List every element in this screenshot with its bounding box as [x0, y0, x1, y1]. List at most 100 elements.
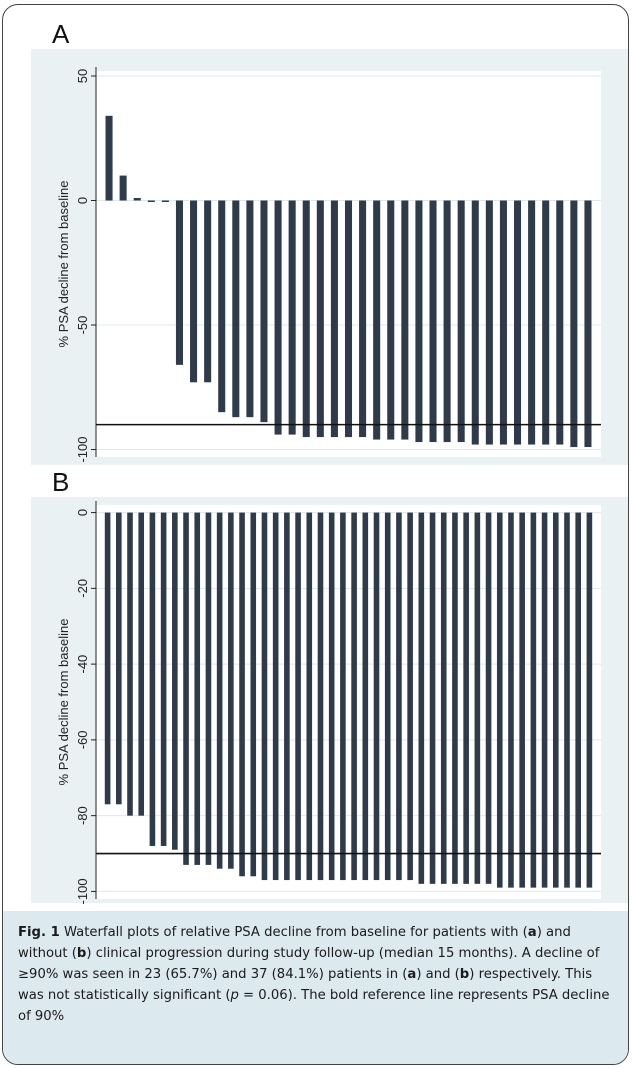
bar: [246, 200, 254, 418]
y-tick-label: -100: [75, 878, 90, 904]
bar: [104, 512, 111, 805]
figure-frame: A B 50 0 -50 -100 % PSA decline from baselin…: [2, 4, 629, 1065]
bar: [429, 200, 437, 443]
waterfall-chart-b: 0 -20 -40 -60 -80 -100 % PSA decline from base…: [31, 497, 628, 904]
bar: [514, 200, 522, 445]
y-tick-label: -100: [75, 437, 90, 463]
bar: [250, 512, 257, 877]
bar: [351, 512, 357, 881]
bar: [499, 200, 507, 445]
y-axis-label: % PSA decline from baseline: [56, 619, 71, 786]
bar: [415, 200, 423, 443]
bar: [119, 175, 127, 201]
bar: [172, 512, 178, 850]
bar: [344, 200, 353, 438]
bar: [183, 512, 189, 865]
bar: [396, 512, 402, 881]
bar: [116, 512, 122, 805]
bar: [161, 200, 169, 202]
y-tick-label: 0: [75, 197, 90, 204]
bar: [127, 512, 133, 816]
bar: [541, 512, 548, 888]
y-tick-label: 50: [75, 69, 90, 83]
bar: [552, 512, 559, 888]
bar: [284, 512, 290, 881]
figure-caption: Fig. 1 Waterfall plots of relative PSA d…: [3, 911, 628, 1064]
caption-p-symbol: p: [230, 988, 239, 1003]
caption-text: ) respectively. This was not statistical…: [18, 967, 593, 1003]
bar: [471, 200, 479, 445]
bar: [530, 512, 537, 888]
caption-text: ) and without (: [18, 925, 571, 961]
bar: [575, 512, 581, 888]
bar: [228, 512, 234, 869]
bar: [556, 200, 564, 445]
y-tick-label: -60: [75, 730, 90, 749]
bar: [190, 200, 198, 383]
y-tick-label: -80: [75, 806, 90, 825]
caption-text: = 0.06). The bold reference line represe…: [18, 988, 610, 1024]
bar: [401, 200, 409, 440]
y-tick-label: -40: [75, 655, 90, 674]
bar: [584, 200, 592, 448]
caption-panel-ref: a: [407, 967, 417, 982]
bar: [138, 512, 145, 816]
caption-text: ) clinical progression during study foll…: [18, 946, 600, 982]
bar: [260, 200, 268, 423]
caption-panel-ref: b: [76, 946, 87, 961]
bar: [133, 198, 141, 201]
y-axis-label: % PSA decline from baseline: [56, 181, 71, 348]
bar: [457, 200, 465, 443]
caption-panel-ref: a: [527, 925, 537, 940]
bar: [586, 512, 593, 888]
bar: [288, 200, 296, 435]
bar: [429, 512, 436, 884]
bar: [362, 512, 369, 881]
bar: [384, 512, 391, 881]
bar: [452, 512, 458, 884]
bar: [239, 512, 245, 877]
bar: [261, 512, 268, 881]
bar: [528, 200, 536, 445]
bar: [407, 512, 413, 881]
bar: [306, 512, 313, 881]
bar: [330, 200, 338, 438]
bar: [317, 512, 324, 881]
caption-figure-label: Fig. 1: [18, 925, 60, 940]
bar: [570, 200, 578, 448]
caption-text: Waterfall plots of relative PSA decline …: [59, 925, 528, 940]
bar: [147, 200, 155, 202]
bar: [542, 200, 550, 445]
bar: [194, 512, 201, 865]
bar: [160, 512, 167, 846]
caption-panel-ref: b: [459, 967, 470, 982]
bar: [272, 512, 279, 881]
bar: [302, 200, 310, 438]
bar: [387, 200, 395, 440]
bar: [340, 512, 346, 881]
bar: [485, 200, 493, 445]
bar: [485, 512, 492, 884]
plot-area: [96, 505, 601, 899]
bar: [216, 512, 223, 869]
y-tick-label: 0: [75, 509, 90, 516]
bar: [295, 512, 301, 881]
bar: [232, 200, 240, 418]
bar: [508, 512, 514, 888]
bar: [463, 512, 469, 884]
y-tick-label: -20: [75, 579, 90, 598]
bar: [274, 200, 282, 435]
bar: [205, 512, 212, 865]
bar: [564, 512, 570, 888]
bar: [519, 512, 525, 888]
bar: [149, 512, 156, 846]
bar: [496, 512, 503, 888]
bar: [418, 512, 425, 884]
bar: [440, 512, 447, 884]
panel-letter-b: B: [52, 467, 70, 497]
bar: [105, 115, 113, 201]
panel-letter-a: A: [52, 19, 70, 49]
bar: [218, 200, 226, 413]
bar: [328, 512, 335, 881]
bar: [316, 200, 324, 438]
